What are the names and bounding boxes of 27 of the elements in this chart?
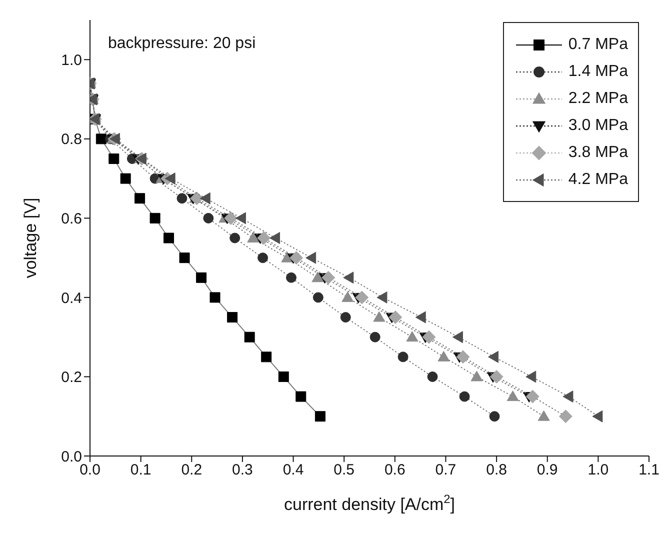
annotation: backpressure: 20 psi: [108, 35, 256, 52]
x-tick-label: 0.2: [181, 462, 202, 479]
y-tick-label: 0.4: [61, 290, 82, 307]
x-tick-label: 0.4: [282, 462, 304, 479]
x-tick-label: 0.0: [80, 462, 100, 479]
legend-label: 4.2 MPa: [568, 170, 628, 188]
x-tick-label: 1.0: [588, 462, 609, 479]
y-axis-title: voltage [V]: [21, 198, 40, 278]
x-tick-label: 0.8: [486, 462, 507, 479]
x-tick-label: 0.1: [130, 462, 152, 479]
y-tick-label: 0.6: [61, 210, 82, 228]
legend-label: 0.7 MPa: [568, 36, 628, 54]
y-tick-label: 0.2: [61, 369, 82, 386]
legend-label: 1.4 MPa: [568, 62, 628, 80]
x-tick-label: 0.9: [536, 462, 558, 479]
x-tick-label: 1.1: [638, 462, 660, 479]
legend-label: 3.8 MPa: [568, 144, 628, 162]
x-tick-label: 0.7: [435, 462, 456, 479]
x-tick-label: 0.6: [384, 462, 406, 479]
x-tick-label: 0.5: [334, 462, 355, 479]
y-tick-label: 0.8: [61, 131, 82, 148]
x-axis-title: current density [A/cm$^{2}$]: [284, 492, 456, 514]
y-tick-label: 1.0: [61, 52, 82, 69]
legend-label: 2.2 MPa: [568, 90, 628, 108]
x-tick-label: 0.3: [232, 462, 253, 479]
legend-label: 3.0 MPa: [568, 116, 628, 134]
y-tick-label: 0.0: [61, 448, 82, 466]
